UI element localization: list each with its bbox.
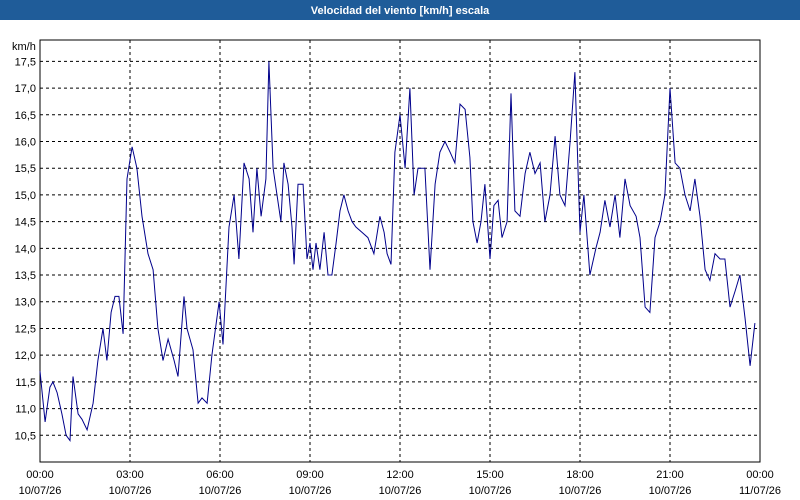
y-tick-label: 12,5 [15, 323, 36, 335]
x-tick-label: 21:00 10/07/26 [649, 469, 692, 497]
x-tick-label: 12:00 10/07/26 [379, 469, 422, 497]
y-tick-label: 10,5 [15, 430, 36, 442]
x-tick-label: 00:00 11/07/26 [739, 469, 781, 497]
data-line [39, 61, 756, 443]
x-tick-label: 18:00 10/07/26 [559, 469, 602, 497]
y-tick-label: 15,5 [15, 163, 36, 175]
x-tick-label: 03:00 10/07/26 [109, 469, 152, 497]
y-tick-label: 14,0 [15, 243, 36, 255]
y-tick-label: 11,5 [15, 377, 36, 389]
x-tick-label: 15:00 10/07/26 [469, 469, 512, 497]
x-tick-label: 09:00 10/07/26 [289, 469, 332, 497]
y-tick-label: 16,0 [15, 136, 36, 148]
y-tick-label: 13,5 [15, 270, 36, 282]
y-axis-unit: km/h [12, 41, 36, 53]
y-tick-label: 13,0 [15, 297, 36, 309]
y-tick-label: 17,5 [15, 56, 36, 68]
title-bar [0, 0, 800, 20]
x-tick-label: 06:00 10/07/26 [199, 469, 242, 497]
chart-title: Velocidad del viento [km/h] escala [311, 5, 490, 17]
x-tick-label: 00:00 10/07/26 [19, 469, 62, 497]
y-tick-label: 17,0 [15, 83, 36, 95]
y-tick-label: 15,0 [15, 190, 36, 202]
y-tick-label: 14,5 [15, 217, 36, 229]
y-tick-label: 12,0 [15, 350, 36, 362]
y-tick-label: 16,5 [15, 110, 36, 122]
y-tick-label: 11,0 [15, 404, 36, 416]
